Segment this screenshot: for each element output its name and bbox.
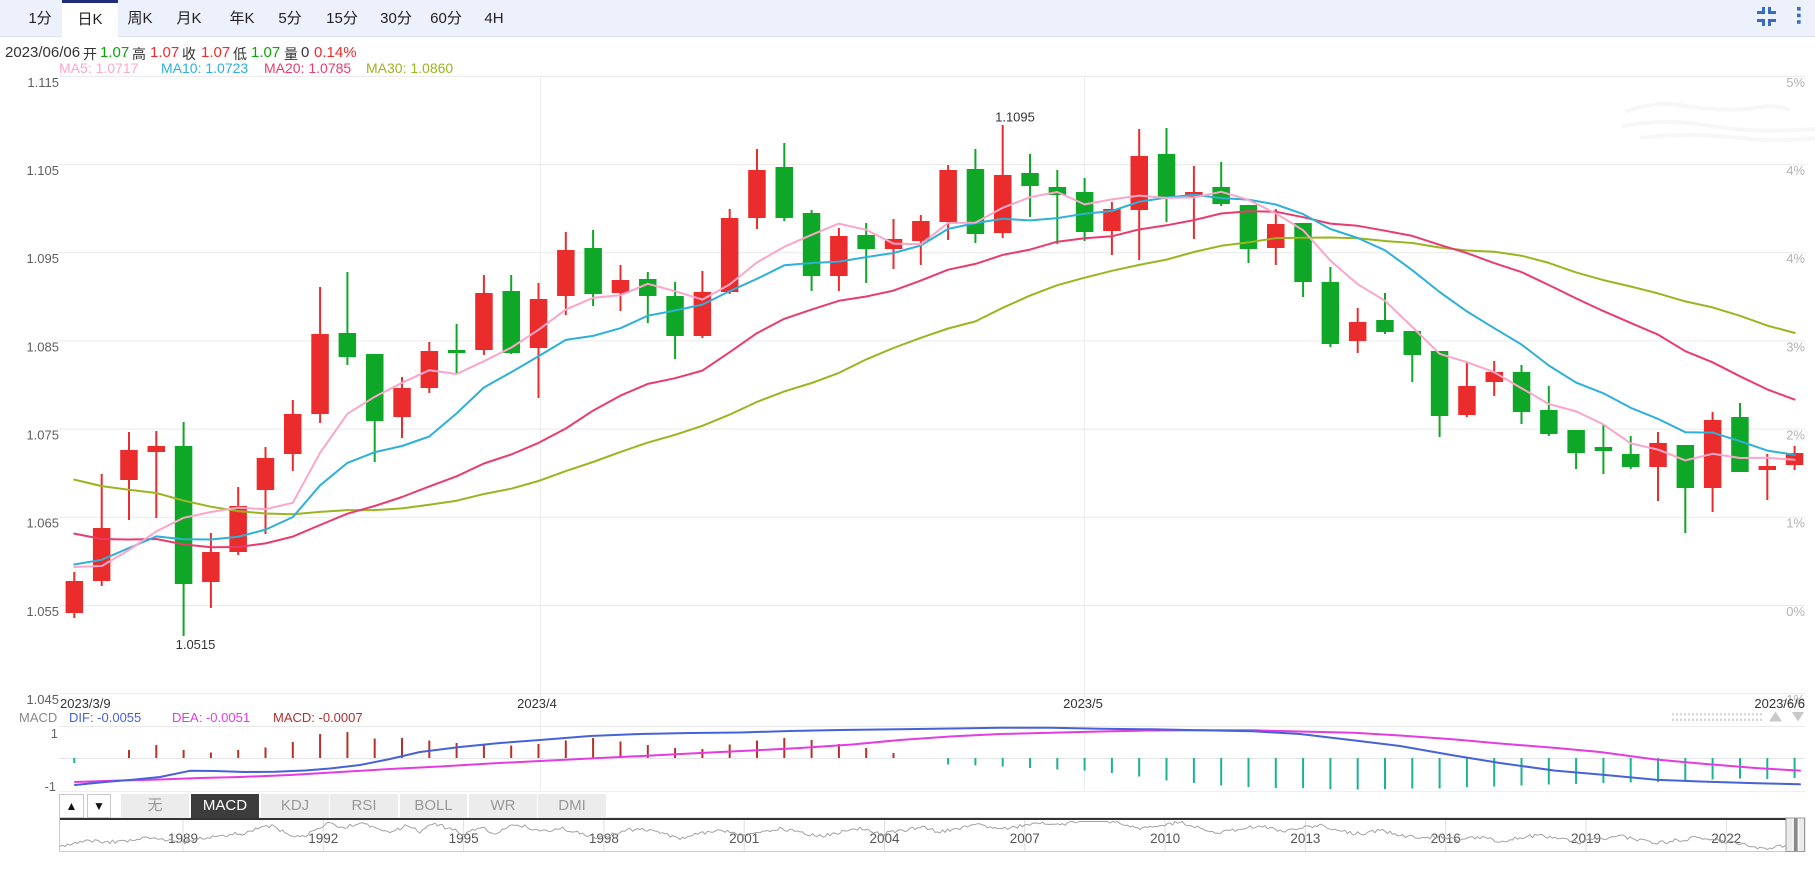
svg-text:2023/3/9: 2023/3/9 xyxy=(60,696,111,711)
svg-text:1992: 1992 xyxy=(308,831,338,846)
svg-text:2013: 2013 xyxy=(1290,831,1320,846)
svg-text:0%: 0% xyxy=(1786,604,1805,619)
svg-text:1.085: 1.085 xyxy=(26,339,59,354)
svg-text:1%: 1% xyxy=(1786,516,1805,531)
svg-text:2%: 2% xyxy=(1786,428,1805,443)
svg-text:2010: 2010 xyxy=(1150,831,1180,846)
svg-text:1995: 1995 xyxy=(449,831,479,846)
svg-text:5%: 5% xyxy=(1786,75,1805,90)
svg-text:-1%: -1% xyxy=(1782,692,1806,707)
svg-text:1998: 1998 xyxy=(589,831,619,846)
svg-text:-1: -1 xyxy=(44,779,56,794)
svg-text:1.045: 1.045 xyxy=(26,692,59,707)
svg-text:2007: 2007 xyxy=(1010,831,1040,846)
svg-text:1989: 1989 xyxy=(168,831,198,846)
svg-text:1.055: 1.055 xyxy=(26,604,59,619)
svg-text:1.115: 1.115 xyxy=(27,75,59,90)
svg-text:2023/5: 2023/5 xyxy=(1063,696,1103,711)
svg-text:2023/4: 2023/4 xyxy=(517,696,557,711)
svg-text:4%: 4% xyxy=(1786,163,1805,178)
svg-text:2019: 2019 xyxy=(1571,831,1601,846)
svg-text:1.105: 1.105 xyxy=(26,163,59,178)
svg-text:2023/6/6: 2023/6/6 xyxy=(1754,696,1805,711)
svg-text:3%: 3% xyxy=(1786,339,1805,354)
svg-text:1.065: 1.065 xyxy=(26,516,59,531)
svg-text:1.095: 1.095 xyxy=(26,251,59,266)
svg-text:1.075: 1.075 xyxy=(26,428,59,443)
svg-text:1: 1 xyxy=(51,726,58,741)
svg-text:2004: 2004 xyxy=(869,831,900,846)
svg-text:1.1095: 1.1095 xyxy=(995,110,1035,125)
svg-text:4%: 4% xyxy=(1786,251,1805,266)
svg-text:1.0515: 1.0515 xyxy=(176,637,216,652)
